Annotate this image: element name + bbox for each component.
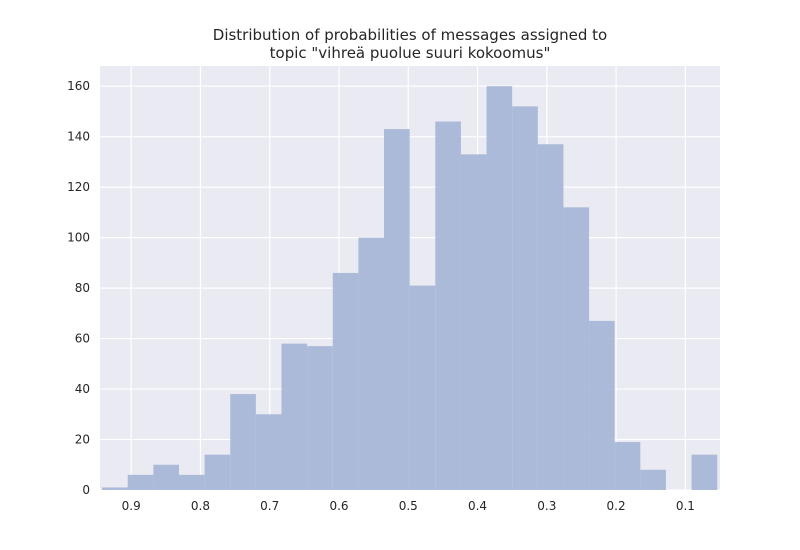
histogram-bar xyxy=(691,454,718,490)
histogram-bar xyxy=(178,474,205,490)
y-tick-label: 140 xyxy=(67,130,90,144)
x-tick-label: 0.7 xyxy=(260,499,279,513)
histogram-bar xyxy=(153,464,179,490)
histogram-bar xyxy=(127,474,154,490)
chart-title-line-1: Distribution of probabilities of message… xyxy=(213,26,607,44)
histogram-bar xyxy=(281,343,308,490)
histogram-bar xyxy=(589,320,615,490)
histogram-bar xyxy=(537,144,564,490)
histogram-bar xyxy=(563,207,590,491)
y-tick-label: 60 xyxy=(75,332,90,346)
x-tick-label: 0.8 xyxy=(191,499,210,513)
histogram-bar xyxy=(102,487,128,490)
y-tick-label: 20 xyxy=(75,433,90,447)
histogram-bar xyxy=(614,442,641,490)
histogram-bar xyxy=(486,86,513,490)
histogram-bar xyxy=(255,414,282,490)
histogram-bar xyxy=(435,121,461,491)
histogram-bar xyxy=(307,346,333,490)
x-tick-label: 0.2 xyxy=(607,499,626,513)
histogram-bar xyxy=(332,272,359,490)
x-tick-label: 0.6 xyxy=(329,499,348,513)
histogram-bar xyxy=(384,129,410,490)
histogram-bars xyxy=(102,86,718,491)
histogram-bar xyxy=(512,106,538,490)
histogram-bar xyxy=(204,454,231,490)
x-axis-ticks: 0.9 0.8 0.7 0.6 0.5 0.4 0.3 0.2 0.1 xyxy=(122,499,695,513)
y-tick-label: 80 xyxy=(75,281,90,295)
histogram-bar xyxy=(640,469,666,490)
y-tick-label: 0 xyxy=(82,483,90,497)
y-tick-label: 160 xyxy=(67,79,90,93)
y-tick-label: 120 xyxy=(67,180,90,194)
y-tick-label: 100 xyxy=(67,231,90,245)
y-tick-label: 40 xyxy=(75,382,90,396)
chart-title-line-2: topic "vihreä puolue suuri kokoomus" xyxy=(270,44,551,62)
x-tick-label: 0.9 xyxy=(122,499,141,513)
histogram-bar xyxy=(409,285,436,490)
histogram-bar xyxy=(230,394,256,490)
x-tick-label: 0.5 xyxy=(399,499,418,513)
x-tick-label: 0.3 xyxy=(537,499,556,513)
histogram-bar xyxy=(460,154,487,491)
y-axis-ticks: 0 20 40 60 80 100 120 140 160 xyxy=(67,79,90,497)
x-tick-label: 0.1 xyxy=(676,499,695,513)
x-tick-label: 0.4 xyxy=(468,499,487,513)
histogram-bar xyxy=(358,237,385,490)
